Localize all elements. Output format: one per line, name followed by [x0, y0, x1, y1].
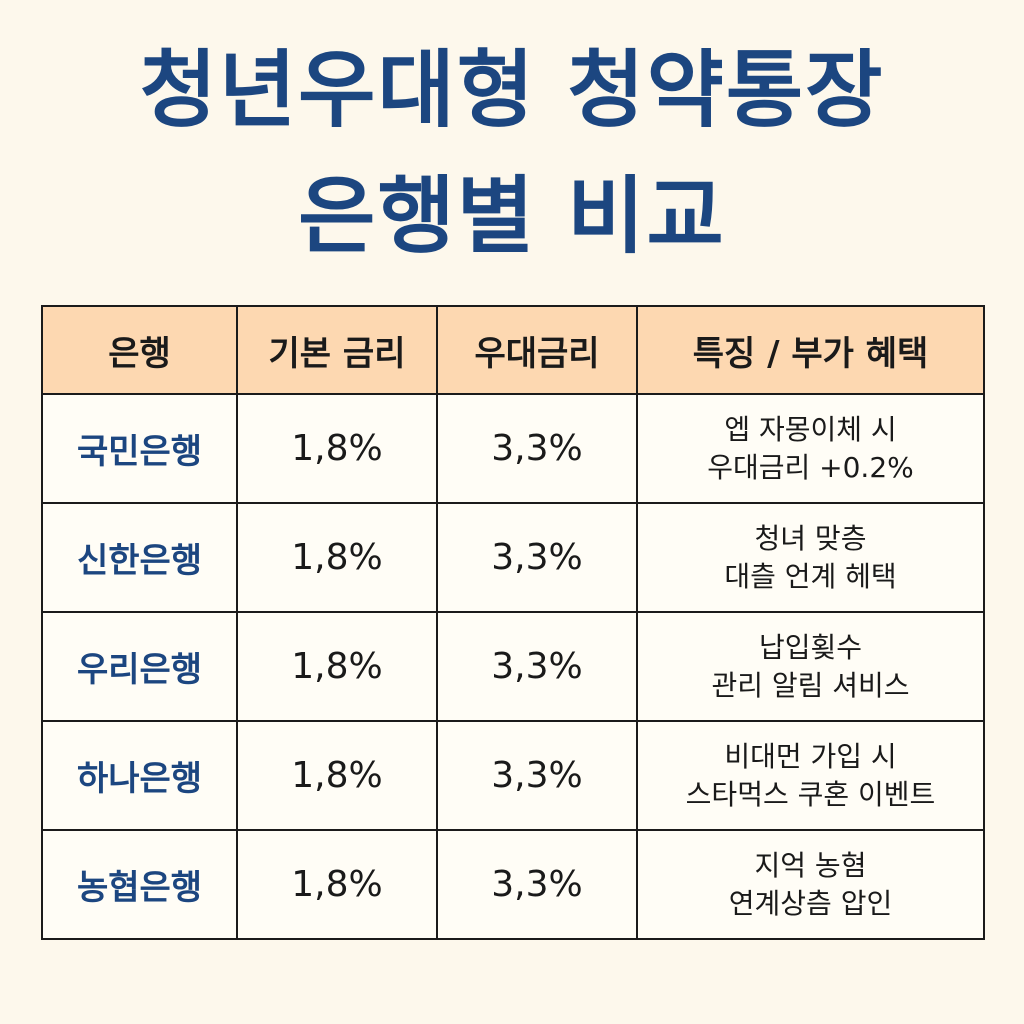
header-bank: 은행	[41, 305, 238, 395]
feature-line: 비대먼 가입 시	[724, 739, 897, 773]
table-row: 하나은행 1,8% 3,3% 비대먼 가입 시 스타먹스 쿠혼 이벤트	[41, 720, 985, 831]
feature-line: 엡 자몽이체 시	[724, 412, 897, 446]
base-rate: 1,8%	[236, 393, 438, 504]
feature-line: 지억 농혐	[754, 848, 867, 882]
bank-name: 신한은행	[41, 502, 238, 613]
table-row: 국민은행 1,8% 3,3% 엡 자몽이체 시 우대금리 +0.2%	[41, 393, 985, 504]
base-rate: 1,8%	[236, 720, 438, 831]
comparison-table: 은행 기본 금리 우대금리 특징 / 부가 혜택 국민은행 1,8% 3,3% …	[41, 305, 985, 940]
header-preferred-rate: 우대금리	[436, 305, 638, 395]
feature-line: 우대금리 +0.2%	[707, 450, 914, 484]
bank-name: 우리은행	[41, 611, 238, 722]
feature-line: 연계상츰 압인	[728, 886, 893, 920]
feature-line: 청녀 맞층	[754, 521, 867, 555]
header-base-rate: 기본 금리	[236, 305, 438, 395]
page-title-line2: 은행별 비교	[298, 167, 726, 265]
base-rate: 1,8%	[236, 502, 438, 613]
preferred-rate: 3,3%	[436, 720, 638, 831]
base-rate: 1,8%	[236, 829, 438, 940]
base-rate: 1,8%	[236, 611, 438, 722]
feature-cell: 납입횢수 관리 알림 셔비스	[636, 611, 985, 722]
feature-cell: 비대먼 가입 시 스타먹스 쿠혼 이벤트	[636, 720, 985, 831]
table-row: 농협은행 1,8% 3,3% 지억 농혐 연계상츰 압인	[41, 829, 985, 940]
feature-line: 관리 알림 셔비스	[711, 668, 910, 702]
header-features: 특징 / 부가 혜택	[636, 305, 985, 395]
preferred-rate: 3,3%	[436, 829, 638, 940]
bank-name: 농협은행	[41, 829, 238, 940]
bank-name: 하나은행	[41, 720, 238, 831]
feature-cell: 청녀 맞층 대츨 언계 헤택	[636, 502, 985, 613]
feature-line: 대츨 언계 헤택	[724, 559, 897, 593]
feature-cell: 지억 농혐 연계상츰 압인	[636, 829, 985, 940]
feature-line: 스타먹스 쿠혼 이벤트	[685, 777, 936, 811]
preferred-rate: 3,3%	[436, 393, 638, 504]
table-header-row: 은행 기본 금리 우대금리 특징 / 부가 혜택	[41, 305, 985, 395]
feature-line: 납입횢수	[758, 630, 863, 664]
bank-name: 국민은행	[41, 393, 238, 504]
table-row: 신한은행 1,8% 3,3% 청녀 맞층 대츨 언계 헤택	[41, 502, 985, 613]
feature-cell: 엡 자몽이체 시 우대금리 +0.2%	[636, 393, 985, 504]
page-title-line1: 청년우대형 청약통장	[139, 41, 885, 139]
preferred-rate: 3,3%	[436, 502, 638, 613]
preferred-rate: 3,3%	[436, 611, 638, 722]
table-row: 우리은행 1,8% 3,3% 납입횢수 관리 알림 셔비스	[41, 611, 985, 722]
